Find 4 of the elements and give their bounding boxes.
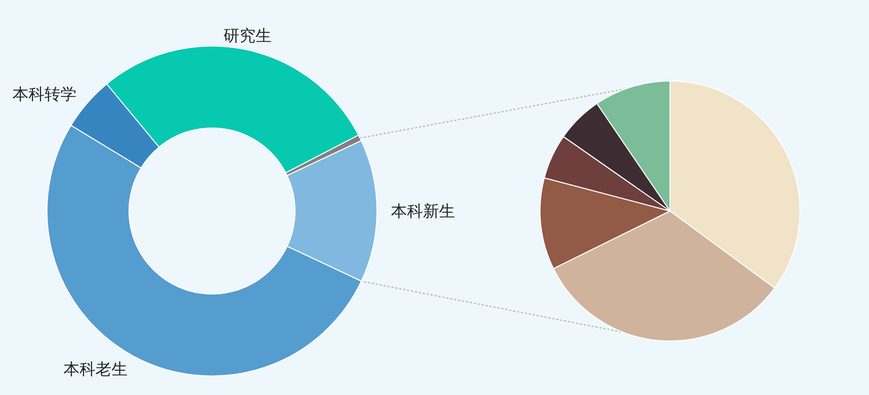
slice-label: 研究生 [224, 26, 272, 46]
slice-label: 本科新生 [391, 201, 455, 220]
slice-label: 本科老生 [63, 359, 128, 378]
slice-label: 本科转学 [12, 84, 77, 104]
